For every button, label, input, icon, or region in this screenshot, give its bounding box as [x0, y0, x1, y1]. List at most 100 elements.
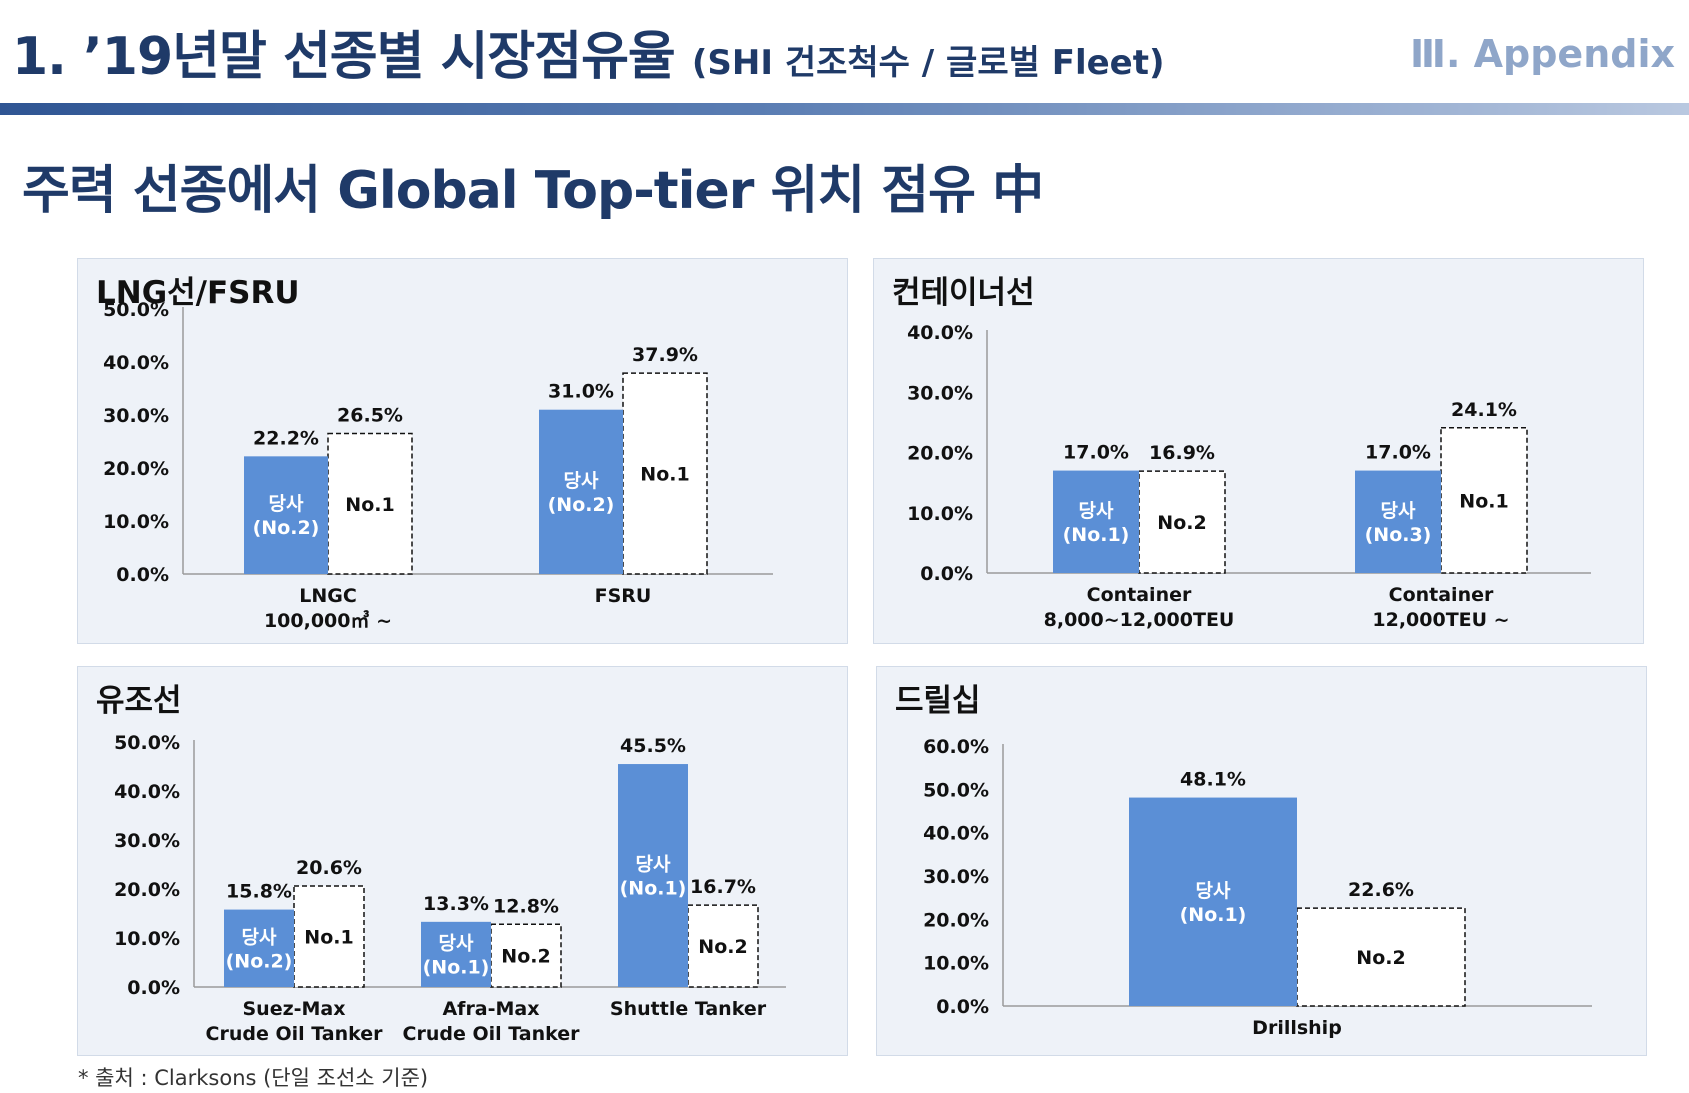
bar-rank-label: No.2 [1157, 512, 1206, 534]
y-tick-label: 0.0% [127, 977, 180, 999]
page-subtitle: (SHI 건조척수 / 글로벌 Fleet) [691, 43, 1165, 83]
bar-rank-label: (No.1) [620, 878, 687, 900]
data-label: 17.0% [1365, 442, 1431, 464]
section-label: Ⅲ. Appendix [1410, 32, 1675, 76]
bar-rank-label: No.2 [698, 936, 747, 958]
y-tick-label: 0.0% [116, 564, 169, 586]
competitor-bar [1440, 427, 1528, 574]
data-label: 17.0% [1063, 442, 1129, 464]
bar-rank-label: 당사 [1381, 500, 1416, 522]
page-title: 1. ’19년말 선종별 시장점유율 (SHI 건조척수 / 글로벌 Fleet… [12, 14, 1165, 89]
source-footnote: * 출처 : Clarksons (단일 조선소 기준) [78, 1066, 429, 1090]
y-tick-label: 50.0% [923, 779, 989, 801]
x-category-label: 8,000~12,000TEU [1044, 609, 1235, 631]
y-tick-label: 10.0% [114, 928, 180, 950]
y-tick-label: 0.0% [920, 563, 973, 585]
bar-rank-label: No.2 [501, 946, 550, 968]
bar-rank-label: (No.1) [1063, 524, 1130, 546]
y-tick-label: 20.0% [907, 443, 973, 465]
y-tick-label: 30.0% [114, 830, 180, 852]
x-category-label: Container [1087, 584, 1192, 606]
x-category-label: 100,000㎥ ~ [264, 609, 392, 632]
data-label: 48.1% [1180, 769, 1246, 791]
y-tick-label: 20.0% [923, 909, 989, 931]
bar-rank-label: (No.3) [1365, 524, 1432, 546]
data-label: 13.3% [423, 893, 489, 915]
data-label: 12.8% [493, 895, 559, 917]
chart-title: LNG선/FSRU [96, 275, 300, 311]
competitor-bar [490, 923, 562, 988]
y-tick-label: 30.0% [907, 382, 973, 404]
y-tick-label: 50.0% [103, 299, 169, 321]
bar-rank-label: No.1 [640, 464, 689, 486]
page-title-text: 1. ’19년말 선종별 시장점유율 [12, 27, 676, 87]
data-label: 20.6% [296, 857, 362, 879]
panel-tanker: 유조선 0.0% 10.0% 20.0% 30.0% 40.0% 50.0% 15.8% 20… [77, 666, 848, 1056]
data-label: 31.0% [548, 381, 614, 403]
company-bar [224, 909, 294, 987]
y-tick-label: 40.0% [114, 781, 180, 803]
bar-rank-label: No.1 [1459, 490, 1508, 512]
bar-rank-label: (No.1) [1180, 904, 1247, 926]
bar-rank-label: 당사 [564, 470, 599, 492]
competitor-bar [687, 904, 759, 988]
data-label: 24.1% [1451, 399, 1517, 421]
bar-rank-label: 당사 [1079, 500, 1114, 522]
chart-lng-fsru: 0.0% 10.0% 20.0% 30.0% 40.0% 50.0% 22.2% 26.5% 당… [103, 299, 773, 632]
company-bar [1355, 470, 1441, 573]
x-category-label: Crude Oil Tanker [403, 1023, 581, 1045]
x-category-label: Afra-Max [442, 998, 539, 1020]
bar-rank-label: No.1 [304, 927, 353, 949]
competitor-bar [327, 432, 413, 575]
x-category-label: Suez-Max [242, 998, 345, 1020]
chart-title: 드릴십 [895, 683, 981, 719]
data-label: 37.9% [632, 344, 698, 366]
bar-rank-label: 당사 [636, 854, 671, 876]
data-label: 22.6% [1348, 879, 1414, 901]
y-tick-label: 50.0% [114, 732, 180, 754]
x-category-label: Container [1389, 584, 1494, 606]
y-tick-label: 10.0% [907, 503, 973, 525]
y-tick-label: 40.0% [907, 322, 973, 344]
company-bar [1053, 470, 1139, 573]
bar-rank-label: 당사 [1196, 880, 1231, 902]
chart-drillship: 0.0% 10.0% 20.0% 30.0% 40.0% 50.0% 60.0% 48.1% 2… [923, 736, 1592, 1039]
x-category-label: 12,000TEU ~ [1372, 609, 1509, 631]
chart-tanker: 0.0% 10.0% 20.0% 30.0% 40.0% 50.0% 15.8%20.6% 당… [114, 732, 786, 1045]
data-label: 45.5% [620, 735, 686, 757]
data-label: 16.7% [690, 876, 756, 898]
competitor-bar [1296, 907, 1466, 1007]
header-divider [0, 103, 1689, 115]
panel-drillship: 드릴십 0.0% 10.0% 20.0% 30.0% 40.0% 50.0% 60.0% 48… [876, 666, 1647, 1056]
company-bar [618, 764, 688, 987]
competitor-bar [622, 372, 708, 575]
panel-lng-fsru: LNG선/FSRU 0.0% 10.0% 20.0% 30.0% 40.0% 50.0% 2… [77, 258, 848, 644]
bar-rank-label: (No.2) [253, 517, 320, 539]
data-label: 26.5% [337, 405, 403, 427]
headline: 주력 선종에서 Global Top-tier 위치 점유 中 [22, 161, 1044, 221]
y-tick-label: 40.0% [103, 352, 169, 374]
x-category-label: LNGC [299, 585, 357, 607]
company-bar [421, 921, 491, 987]
y-tick-label: 20.0% [114, 879, 180, 901]
y-tick-label: 30.0% [103, 405, 169, 427]
data-label: 22.2% [253, 427, 319, 449]
y-tick-label: 40.0% [923, 823, 989, 845]
bar-rank-label: No.1 [345, 494, 394, 516]
bar-rank-label: 당사 [269, 493, 304, 515]
company-bar [244, 456, 328, 574]
x-category-label: Crude Oil Tanker [206, 1023, 384, 1045]
y-tick-label: 60.0% [923, 736, 989, 758]
x-category-label: Drillship [1252, 1017, 1342, 1039]
x-category-label: Shuttle Tanker [610, 998, 767, 1020]
competitor-bar [1138, 470, 1226, 574]
y-tick-label: 30.0% [923, 866, 989, 888]
x-category-label: FSRU [595, 585, 652, 607]
company-bar [539, 409, 623, 574]
bar-rank-label: (No.2) [226, 950, 293, 972]
chart-container: 0.0%10.0%20.0%30.0%40.0%17.0% 16.9%당사(No.… [907, 322, 1591, 631]
y-tick-label: 10.0% [923, 953, 989, 975]
bar-rank-label: (No.1) [423, 956, 490, 978]
data-label: 15.8% [226, 881, 292, 903]
y-tick-label: 10.0% [103, 511, 169, 533]
